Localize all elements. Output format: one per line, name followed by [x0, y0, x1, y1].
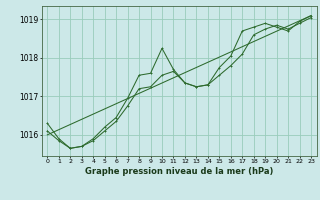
X-axis label: Graphe pression niveau de la mer (hPa): Graphe pression niveau de la mer (hPa): [85, 167, 273, 176]
